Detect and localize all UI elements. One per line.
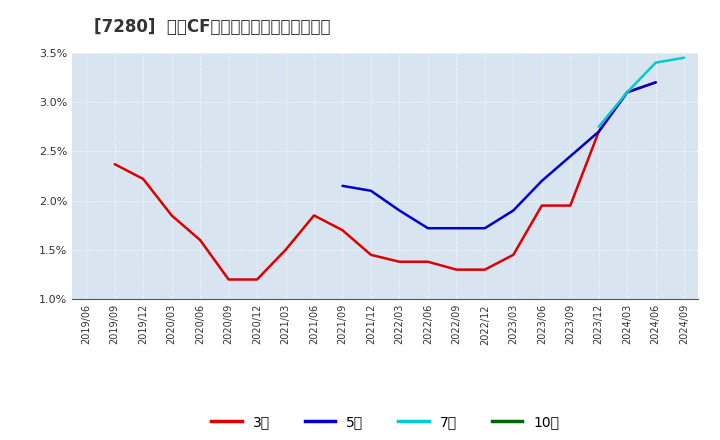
Text: [7280]  営業CFマージンの標準偏差の推移: [7280] 営業CFマージンの標準偏差の推移	[94, 18, 330, 36]
Legend: 3年, 5年, 7年, 10年: 3年, 5年, 7年, 10年	[205, 410, 565, 435]
